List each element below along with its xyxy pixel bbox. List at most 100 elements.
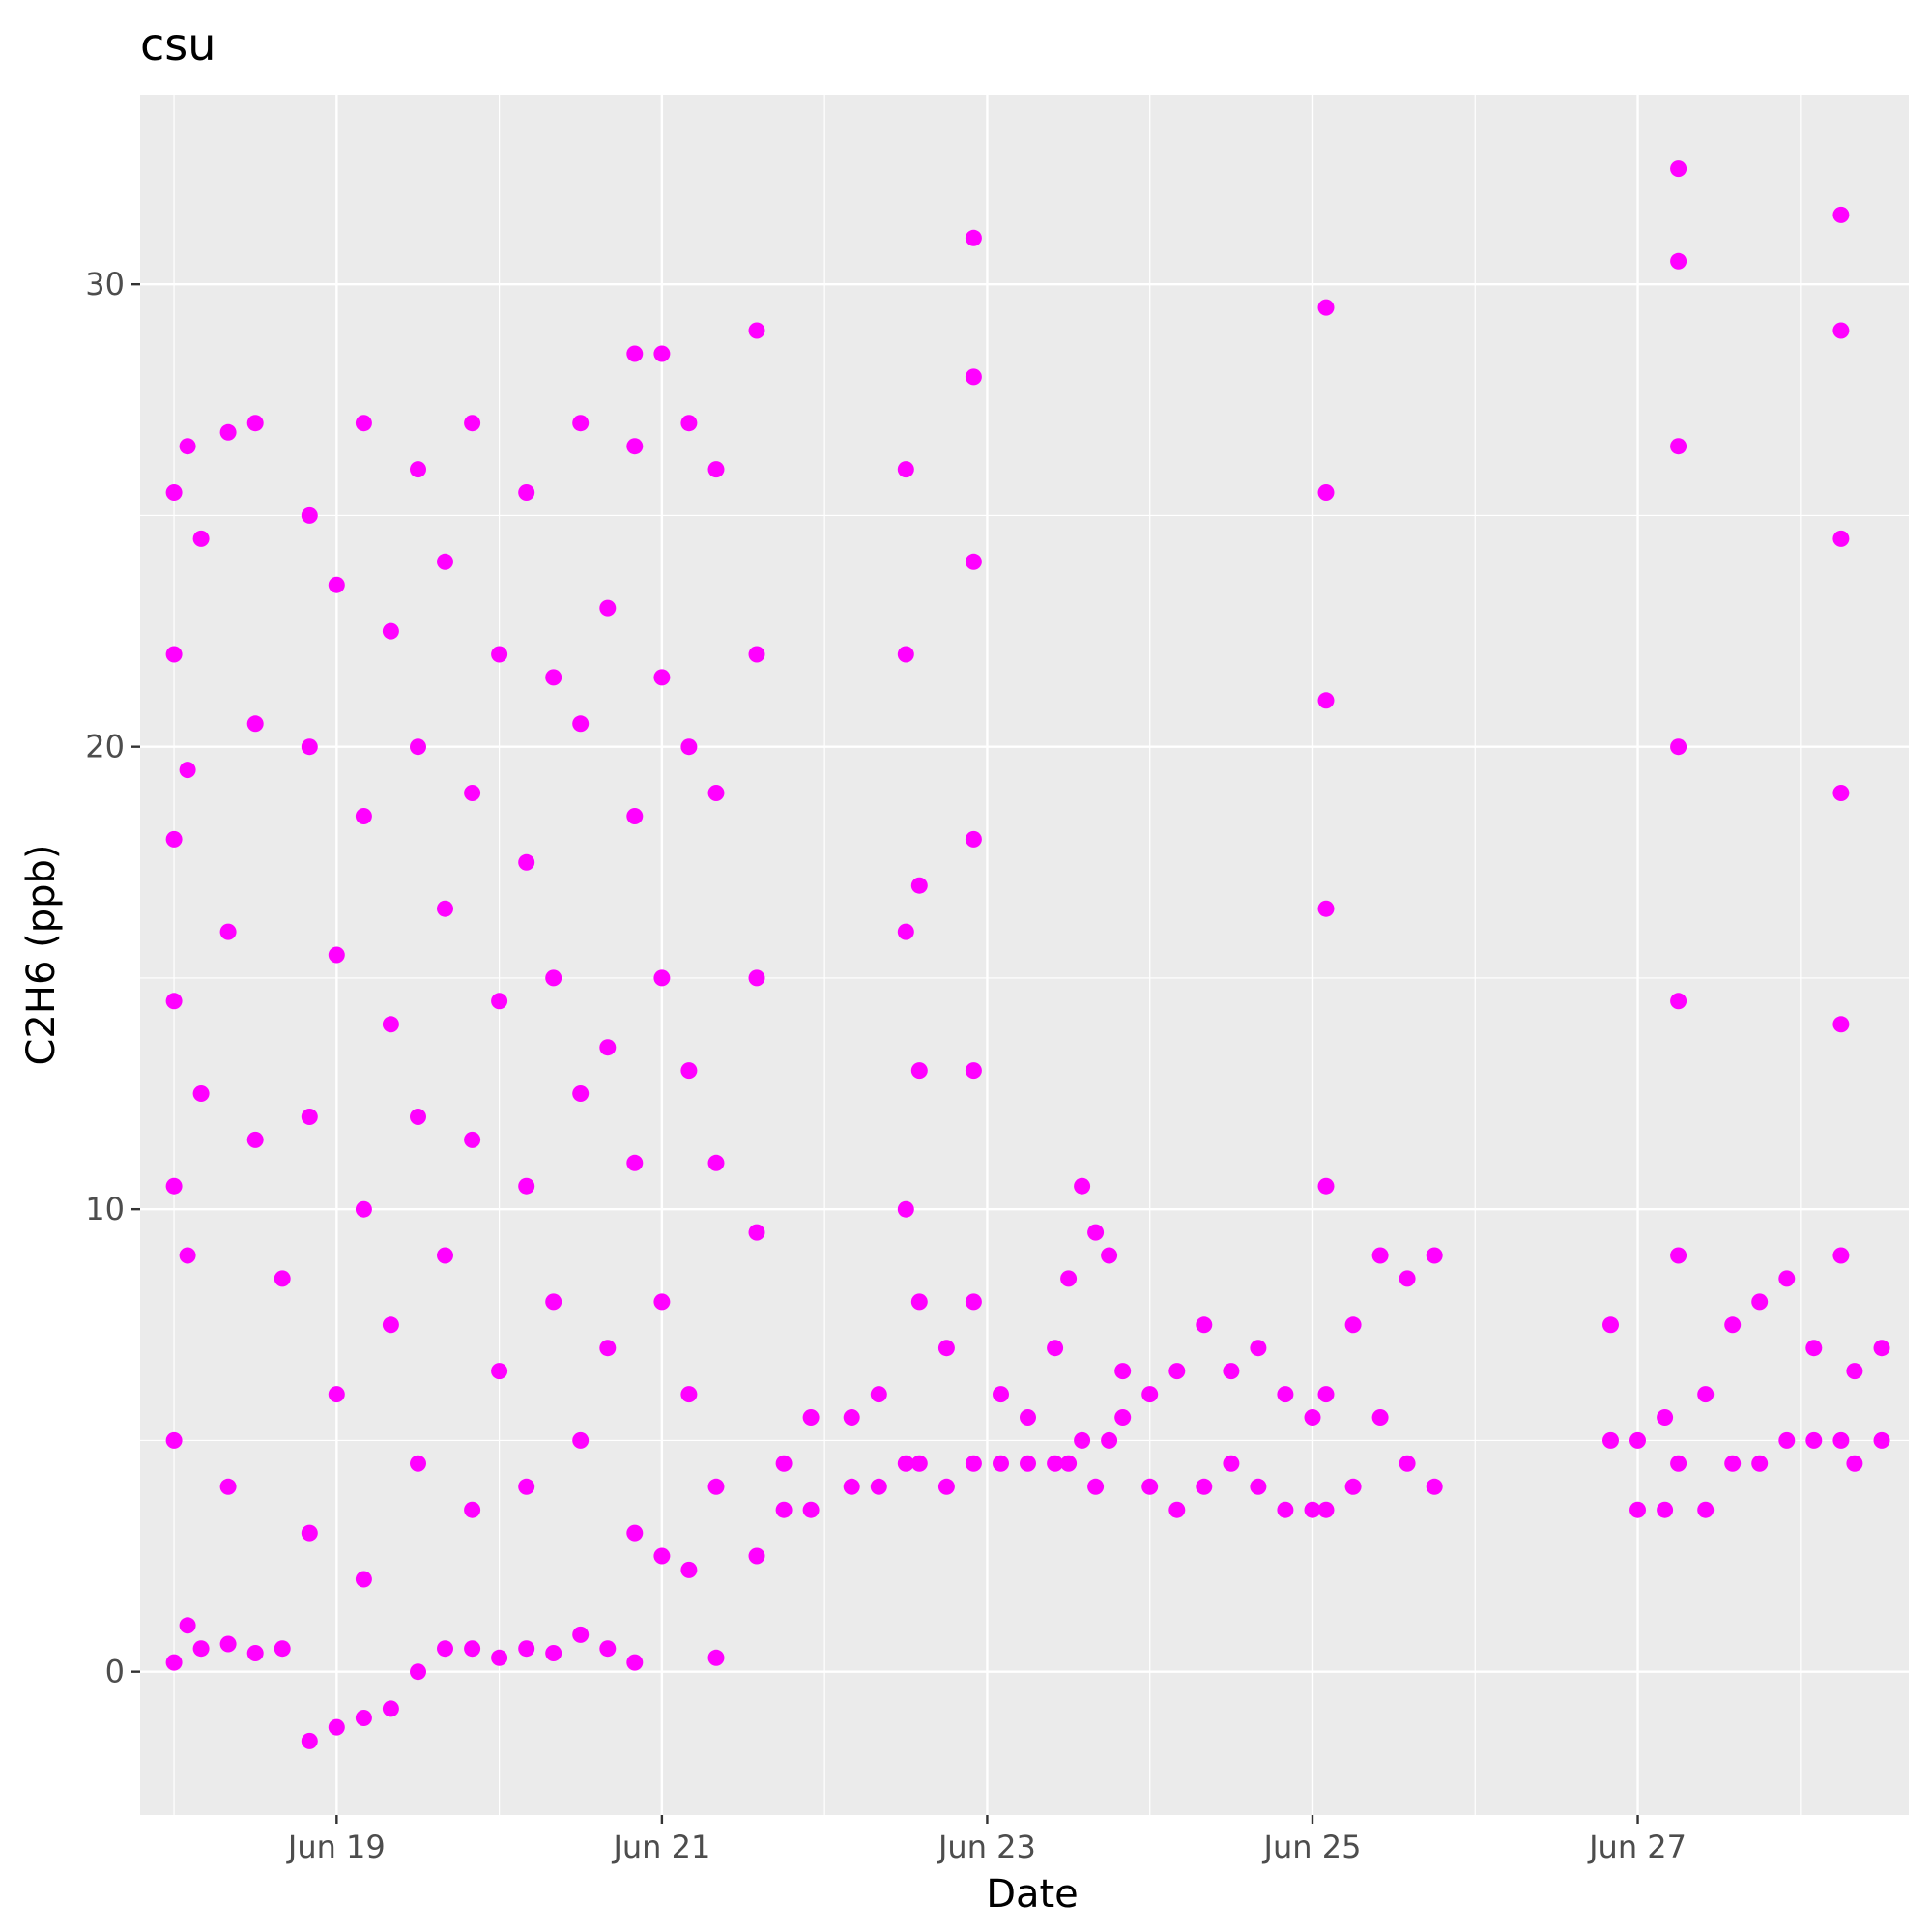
data-point [626, 1654, 644, 1671]
x-tick-label: Jun 27 [1587, 1829, 1687, 1865]
data-point [937, 1340, 955, 1357]
data-point [1020, 1455, 1036, 1472]
data-point [897, 1200, 914, 1218]
data-point [437, 900, 453, 917]
data-point [965, 553, 982, 570]
data-point [518, 853, 535, 871]
data-point [965, 1455, 982, 1472]
data-point [748, 969, 765, 987]
data-point [1778, 1431, 1796, 1449]
data-point [626, 345, 644, 362]
data-point [464, 785, 481, 801]
data-point [1101, 1431, 1118, 1449]
data-point [1832, 1247, 1850, 1264]
data-point [910, 877, 928, 894]
data-point [1426, 1478, 1443, 1495]
data-point [1670, 1455, 1687, 1472]
data-point [707, 1154, 725, 1171]
data-point [1697, 1386, 1715, 1403]
data-point [410, 1663, 426, 1681]
data-point [192, 1640, 210, 1658]
data-point [653, 345, 671, 362]
data-point [1060, 1455, 1078, 1472]
data-point [1047, 1340, 1064, 1357]
data-point [464, 415, 481, 432]
data-point [1873, 1431, 1890, 1449]
data-point [680, 415, 698, 432]
data-point [748, 322, 765, 339]
data-point [410, 461, 426, 478]
data-point [1657, 1501, 1674, 1518]
data-point [1602, 1316, 1619, 1334]
data-point [707, 1478, 725, 1495]
data-point [1629, 1431, 1646, 1449]
data-point [1074, 1431, 1091, 1449]
data-point [410, 738, 426, 756]
data-point [653, 669, 671, 686]
data-point [328, 1386, 345, 1403]
plot-panel [140, 95, 1909, 1815]
data-point [1832, 1431, 1850, 1449]
data-point [1657, 1409, 1674, 1426]
data-point [1426, 1247, 1443, 1264]
data-point [870, 1478, 887, 1495]
data-point [301, 738, 318, 756]
data-point [355, 808, 372, 824]
data-point [680, 1062, 698, 1080]
data-point [843, 1478, 860, 1495]
data-point [410, 1109, 426, 1125]
data-point [1317, 1386, 1335, 1403]
data-point [1724, 1316, 1742, 1334]
data-point [599, 1640, 617, 1658]
data-point [1778, 1270, 1796, 1287]
data-point [165, 484, 183, 501]
x-tick-label: Jun 21 [611, 1829, 710, 1865]
data-point [437, 1640, 453, 1658]
y-tick-label: 10 [85, 1191, 125, 1227]
y-tick-label: 20 [85, 729, 125, 765]
data-point [1168, 1363, 1186, 1380]
data-points [165, 160, 1890, 1749]
data-point [1020, 1409, 1036, 1426]
data-point [599, 599, 617, 617]
data-point [410, 1455, 426, 1472]
data-point [572, 1085, 590, 1102]
data-point [748, 1224, 765, 1241]
data-point [518, 1177, 535, 1195]
data-point [192, 1085, 210, 1102]
y-axis: 0 10 20 30 [85, 266, 140, 1690]
data-point [1087, 1478, 1105, 1495]
data-point [518, 1640, 535, 1658]
data-point [1304, 1409, 1321, 1426]
data-point [1317, 900, 1335, 917]
data-point [437, 1247, 453, 1264]
data-point [910, 1062, 928, 1080]
data-point [464, 1640, 481, 1658]
data-point [680, 738, 698, 756]
data-point [993, 1386, 1009, 1403]
data-point [219, 1635, 237, 1653]
data-point [897, 923, 914, 940]
data-point [165, 1431, 183, 1449]
data-point [192, 530, 210, 547]
data-point [1832, 785, 1850, 801]
data-point [165, 830, 183, 848]
data-point [328, 576, 345, 593]
data-point [1805, 1340, 1823, 1357]
data-point [965, 1062, 982, 1080]
data-point [1196, 1478, 1213, 1495]
data-point [1317, 484, 1335, 501]
data-point [1670, 438, 1687, 455]
data-point [1832, 322, 1850, 339]
data-point [219, 923, 237, 940]
data-point [1670, 252, 1687, 270]
data-point [993, 1455, 1009, 1472]
data-point [1277, 1386, 1294, 1403]
data-point [680, 1386, 698, 1403]
data-point [301, 1732, 318, 1749]
data-point [897, 1455, 914, 1472]
data-point [843, 1409, 860, 1426]
data-point [802, 1501, 820, 1518]
data-point [219, 1478, 237, 1495]
data-point [910, 1455, 928, 1472]
